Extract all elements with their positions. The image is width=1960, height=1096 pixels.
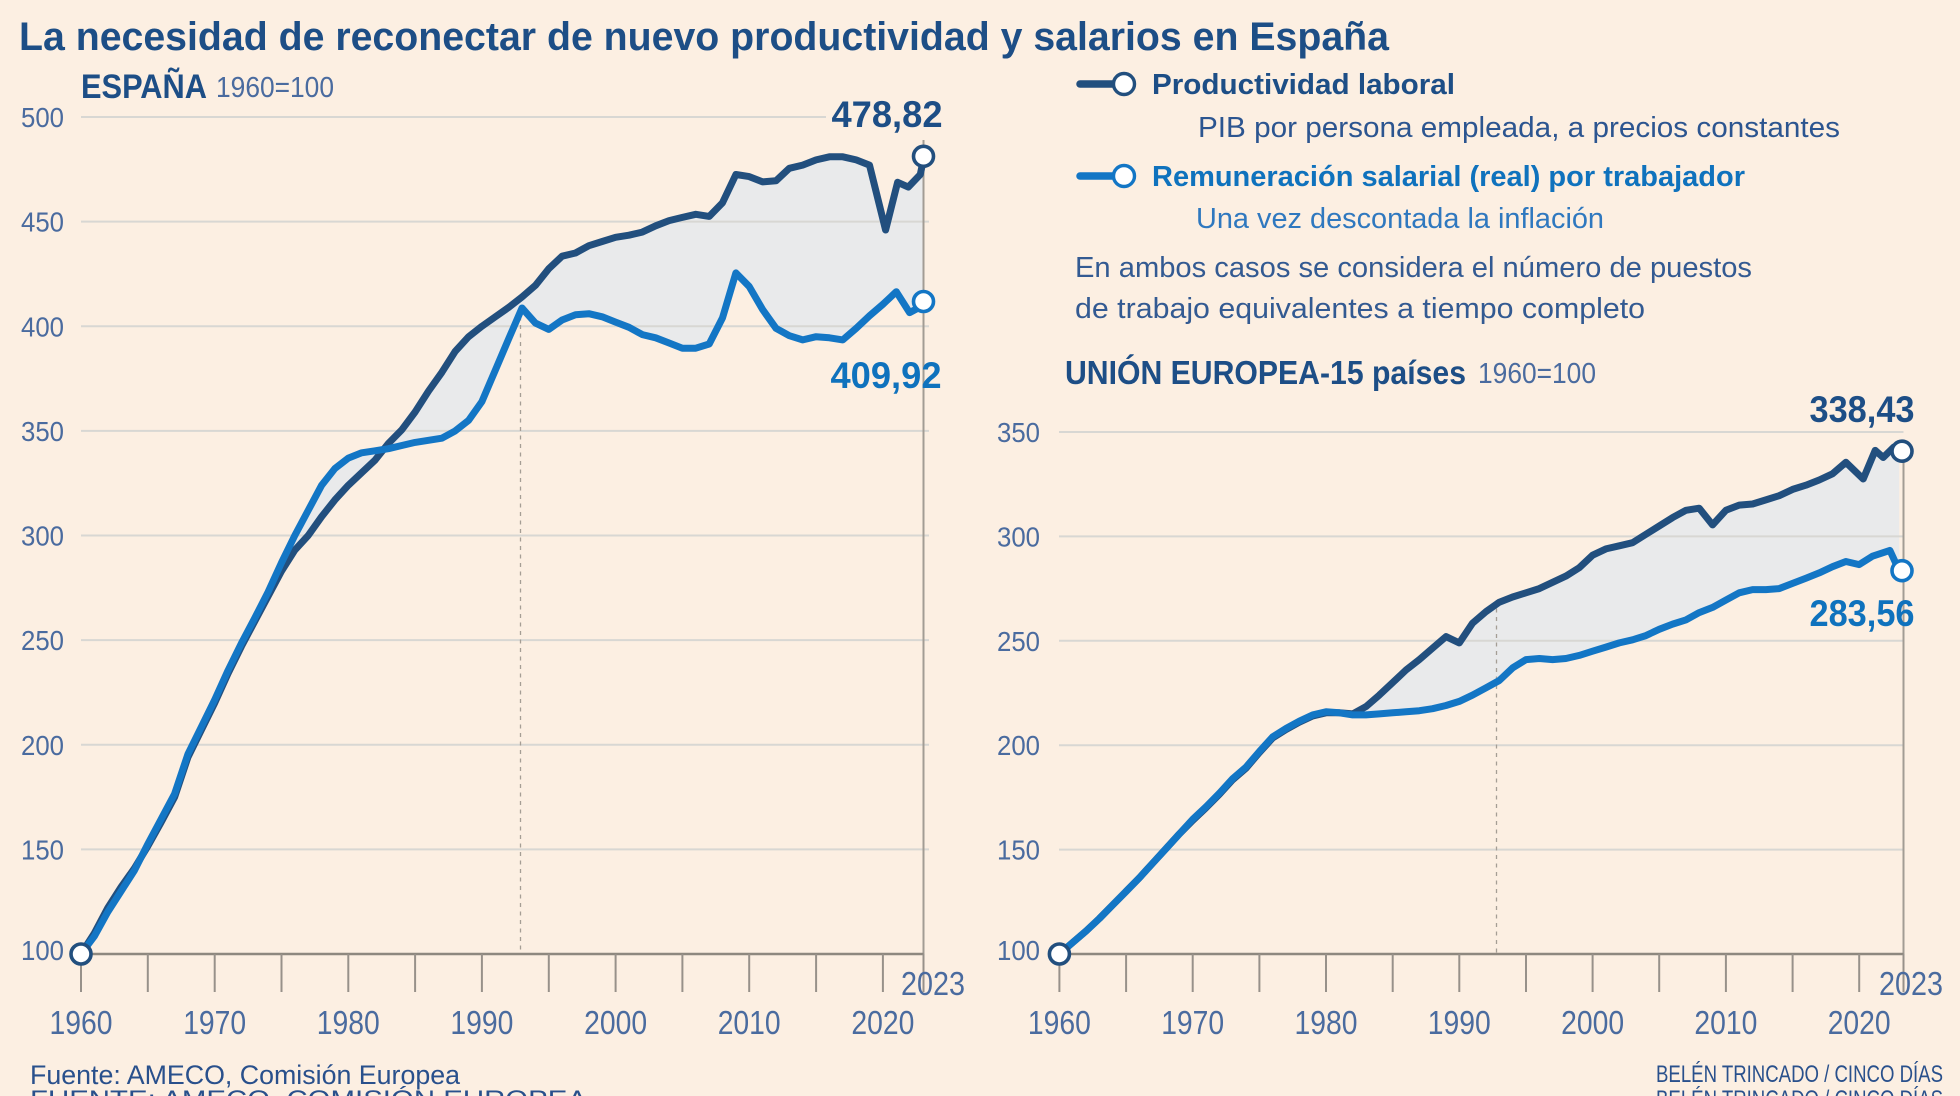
svg-text:100: 100 — [997, 935, 1040, 966]
svg-text:de trabajo equivalentes a tiem: de trabajo equivalentes a tiempo complet… — [1075, 293, 1645, 325]
svg-text:2023: 2023 — [1879, 965, 1943, 1002]
svg-text:1990: 1990 — [450, 1004, 513, 1041]
svg-text:ESPAÑA: ESPAÑA — [81, 68, 207, 106]
svg-text:1970: 1970 — [183, 1004, 246, 1041]
svg-text:BELÉN TRINCADO / CINCO DÍAS: BELÉN TRINCADO / CINCO DÍAS — [1656, 1061, 1943, 1088]
svg-text:500: 500 — [21, 102, 64, 133]
svg-text:150: 150 — [21, 834, 64, 865]
svg-text:FUENTE: AMECO, COMISIÓN EUROPE: FUENTE: AMECO, COMISIÓN EUROPEA — [30, 1085, 587, 1096]
svg-text:La necesidad de reconectar de: La necesidad de reconectar de nuevo prod… — [19, 15, 1390, 59]
svg-text:409,92: 409,92 — [831, 355, 942, 396]
svg-text:450: 450 — [21, 207, 64, 238]
svg-text:2010: 2010 — [1694, 1004, 1757, 1041]
svg-text:300: 300 — [997, 521, 1040, 552]
svg-text:BELÉN TRINCADO / CINCO DÍAS: BELÉN TRINCADO / CINCO DÍAS — [1656, 1086, 1943, 1096]
svg-text:1990: 1990 — [1428, 1004, 1491, 1041]
svg-text:1960: 1960 — [1028, 1004, 1091, 1041]
svg-text:Fuente: AMECO, Comisión Europe: Fuente: AMECO, Comisión Europea — [30, 1060, 461, 1090]
svg-text:100: 100 — [21, 935, 64, 966]
svg-text:400: 400 — [21, 311, 64, 342]
svg-text:1960=100: 1960=100 — [1478, 358, 1596, 390]
svg-text:PIB por persona empleada, a pr: PIB por persona empleada, a precios cons… — [1198, 112, 1840, 144]
svg-text:2000: 2000 — [584, 1004, 647, 1041]
svg-text:250: 250 — [21, 625, 64, 656]
svg-text:1980: 1980 — [317, 1004, 380, 1041]
svg-text:2020: 2020 — [1828, 1004, 1891, 1041]
svg-text:283,56: 283,56 — [1810, 593, 1915, 634]
svg-text:300: 300 — [21, 521, 64, 552]
svg-text:2000: 2000 — [1561, 1004, 1624, 1041]
svg-text:Una vez descontada la inflació: Una vez descontada la inflación — [1196, 203, 1604, 235]
svg-text:200: 200 — [997, 730, 1040, 761]
svg-text:350: 350 — [21, 416, 64, 447]
svg-text:UNIÓN EUROPEA-15 países: UNIÓN EUROPEA-15 países — [1065, 354, 1466, 391]
svg-text:2020: 2020 — [851, 1004, 914, 1041]
svg-text:2023: 2023 — [901, 965, 965, 1002]
svg-text:1960=100: 1960=100 — [216, 72, 334, 104]
svg-text:1980: 1980 — [1295, 1004, 1358, 1041]
svg-text:200: 200 — [21, 730, 64, 761]
svg-text:1960: 1960 — [50, 1004, 113, 1041]
svg-text:1970: 1970 — [1161, 1004, 1224, 1041]
svg-text:150: 150 — [997, 835, 1040, 866]
svg-text:Productividad laboral: Productividad laboral — [1152, 69, 1455, 101]
svg-text:338,43: 338,43 — [1810, 389, 1915, 430]
svg-text:2010: 2010 — [718, 1004, 781, 1041]
svg-text:478,82: 478,82 — [832, 94, 943, 135]
svg-text:250: 250 — [997, 626, 1040, 657]
svg-text:350: 350 — [997, 417, 1040, 448]
svg-text:Remuneración salarial (real) p: Remuneración salarial (real) por trabaja… — [1152, 161, 1745, 193]
svg-text:En ambos casos se considera el: En ambos casos se considera el número de… — [1075, 252, 1752, 284]
